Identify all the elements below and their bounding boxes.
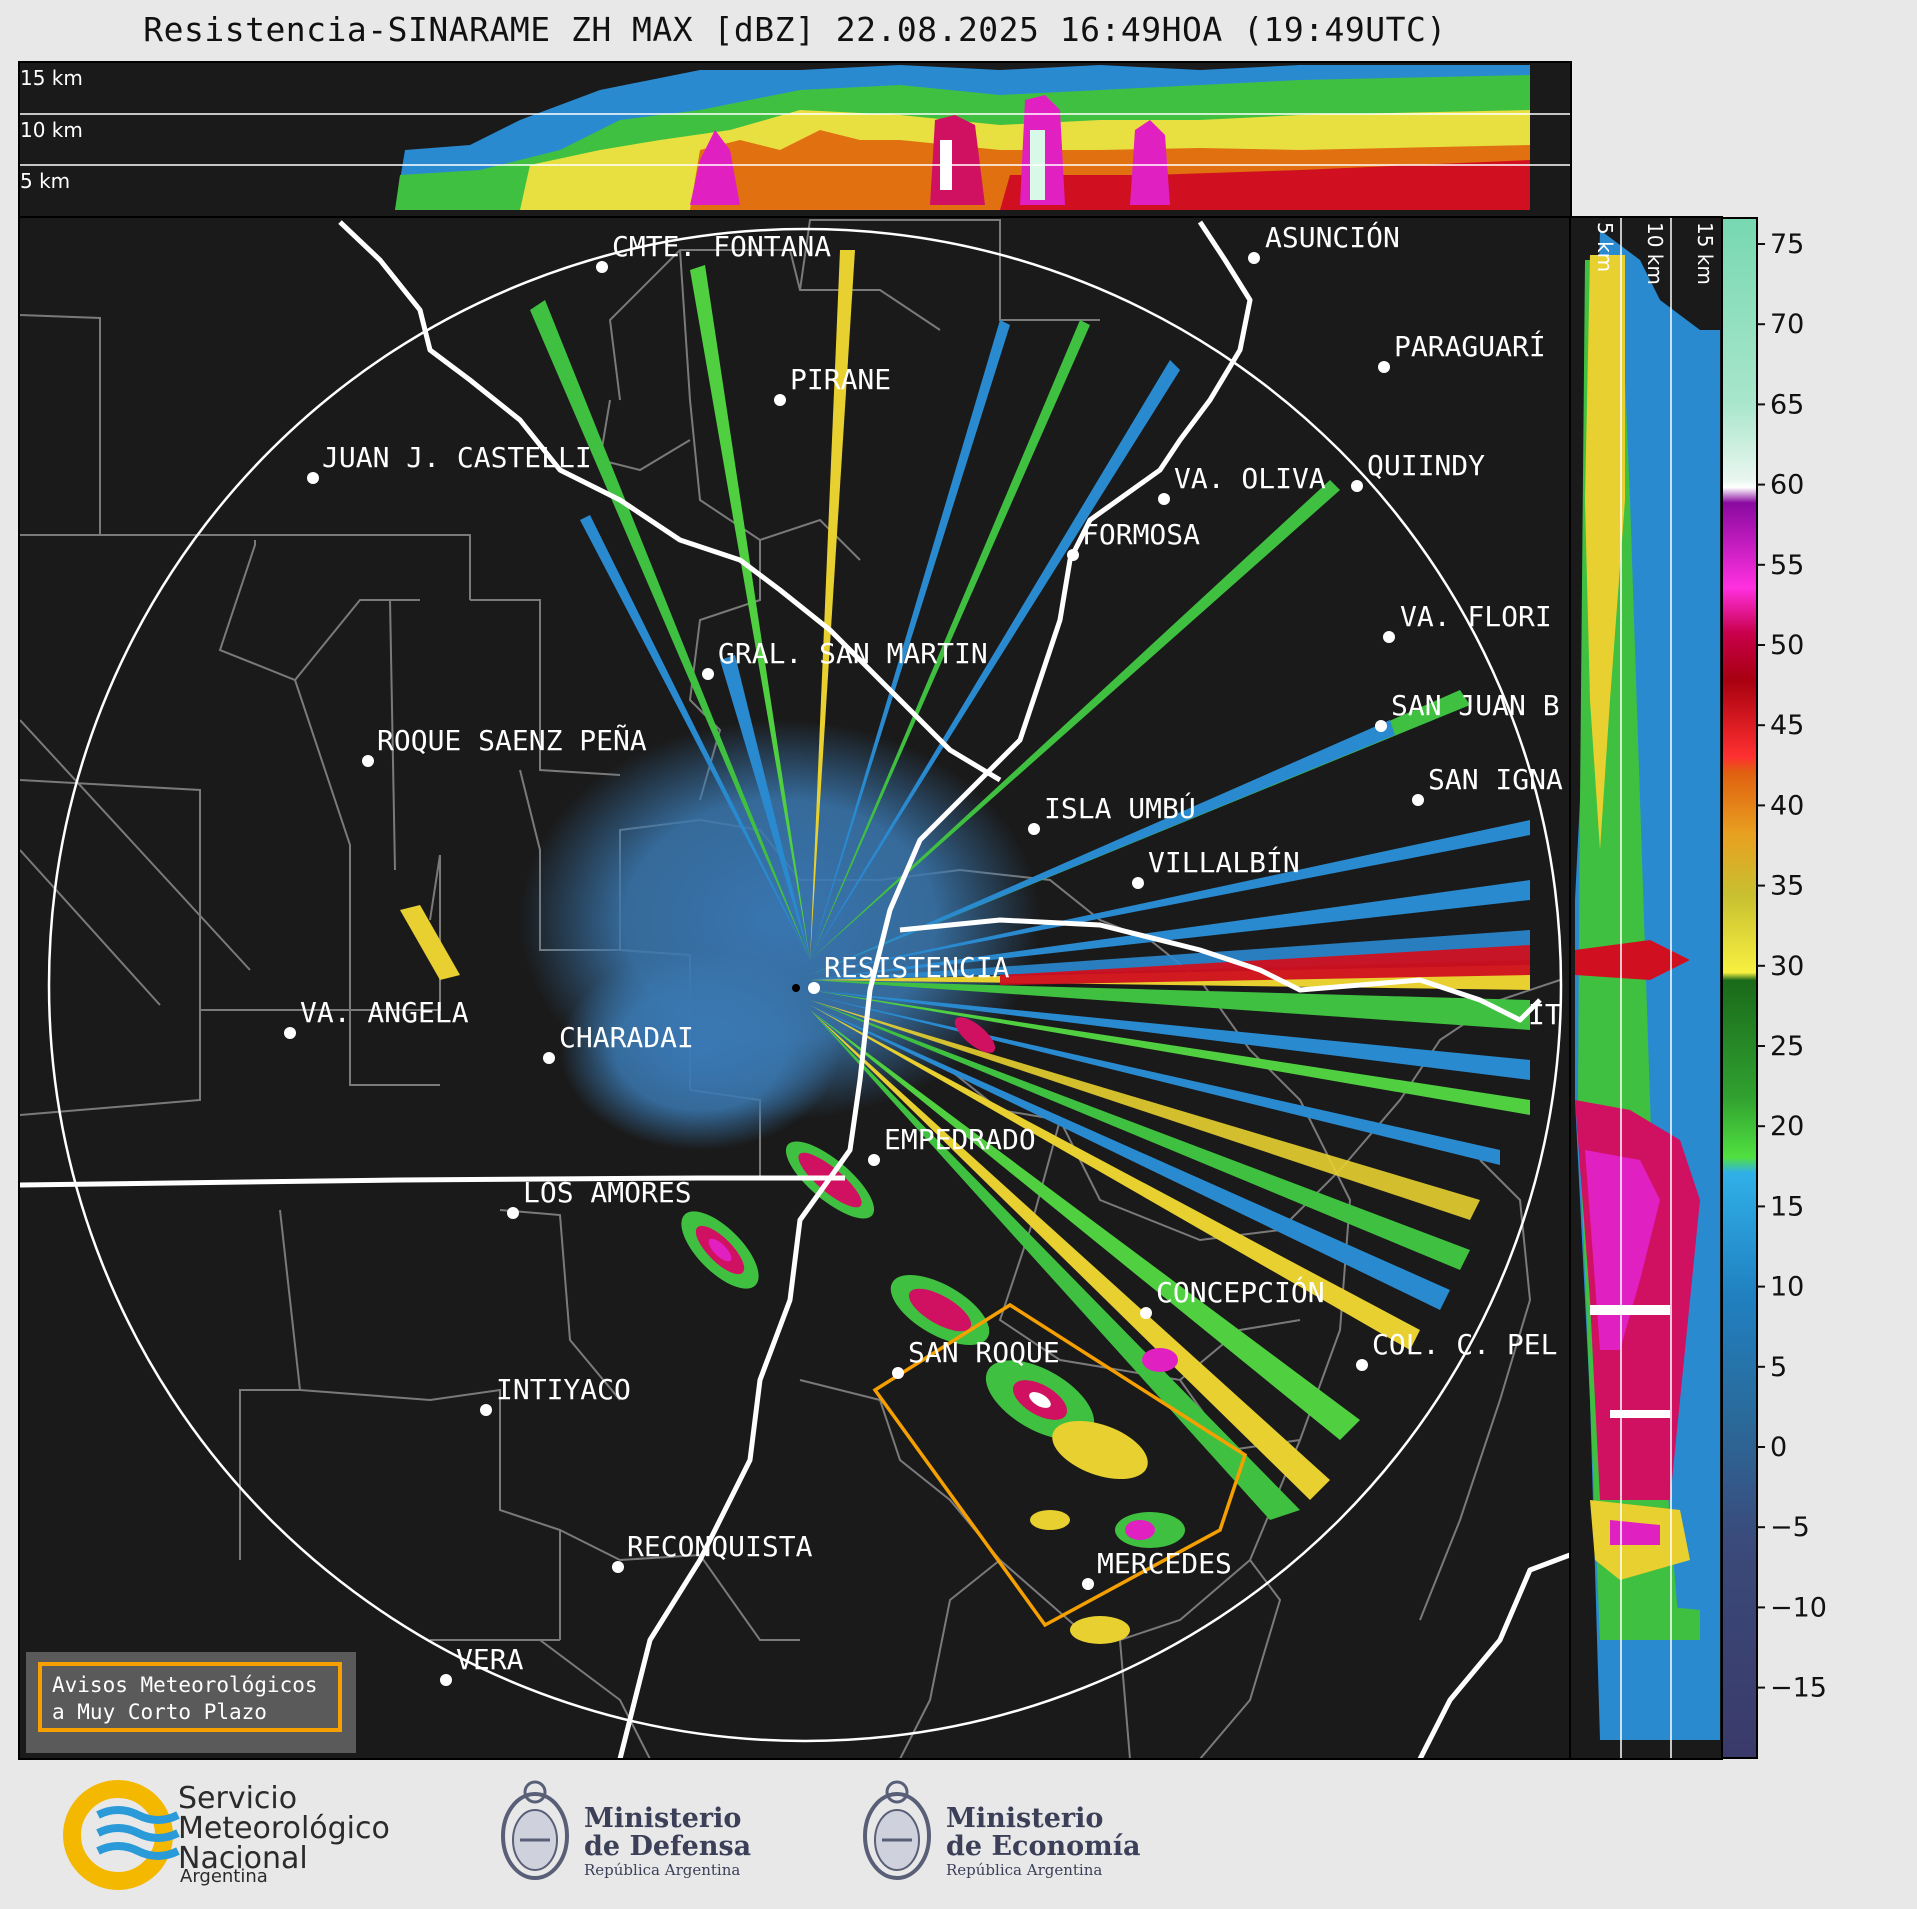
top-height-label-5: 5 km [20, 169, 70, 193]
city-label: INTIYACO [496, 1373, 631, 1406]
city-label: VILLALBÍN [1148, 845, 1300, 879]
smn-sub: Argentina [180, 1866, 268, 1887]
colorbar-tick-label: 55 [1770, 550, 1804, 581]
city-label: SAN JUAN B [1391, 689, 1560, 722]
warning-legend-line2: a Muy Corto Plazo [52, 1700, 267, 1724]
city-markers [284, 252, 1424, 1686]
city-label: SAN ROQUE [908, 1336, 1060, 1369]
colorbar-tick-label: 75 [1770, 229, 1804, 260]
radar-echo-rays [400, 250, 1530, 1520]
rivers [20, 220, 1570, 1758]
colorbar-tick-label: −15 [1770, 1673, 1827, 1704]
colorbar-tick-label: 5 [1770, 1352, 1787, 1383]
city-label: RECONQUISTA [627, 1530, 813, 1563]
smn-line1: Servicio [178, 1781, 298, 1816]
colorbar-tick-label: 10 [1770, 1272, 1804, 1303]
economia-logo-text: Ministerio de Economía República Argenti… [946, 1803, 1141, 1880]
defensa-line1: Ministerio [584, 1803, 742, 1834]
side-height-label-10: 10 km [1643, 222, 1667, 285]
warning-legend-line1: Avisos Meteorológicos [52, 1673, 318, 1697]
colorbar-tick-label: 60 [1770, 470, 1804, 501]
city-label: RESISTENCIA [824, 951, 1010, 984]
colorbar-tick-label: −10 [1770, 1592, 1827, 1623]
side-height-label-5: 5 km [1593, 222, 1617, 272]
economia-line1: Ministerio [946, 1803, 1104, 1834]
defensa-sub: República Argentina [584, 1861, 741, 1879]
colorbar-tick-label: 35 [1770, 871, 1804, 902]
smn-logo-text: Servicio Meteorológico Nacional [178, 1784, 390, 1874]
warning-polygon [872, 1302, 1248, 1628]
radar-map-panel: CMTE. FONTANA ASUNCIÓN PARAGUARÍ PIRANE … [18, 216, 1572, 1760]
side-height-label-15: 15 km [1693, 222, 1717, 285]
city-label: ISLA UMBÚ [1044, 791, 1196, 825]
city-label: GRAL. SAN MARTIN [718, 637, 988, 670]
city-label: VA. OLIVA [1174, 462, 1326, 495]
city-label: MERCEDES [1097, 1547, 1232, 1580]
city-label: COL. C. PEL [1372, 1328, 1557, 1361]
warning-legend-box: Avisos Meteorológicos a Muy Corto Plazo [38, 1662, 342, 1732]
top-height-label-10: 10 km [20, 118, 83, 142]
top-height-label-15: 15 km [20, 66, 83, 90]
city-label: CHARADAI [559, 1021, 694, 1054]
city-label: ROQUE SAENZ PEÑA [377, 723, 647, 757]
smn-line3: Nacional [178, 1841, 308, 1876]
city-label: VERA [456, 1643, 524, 1676]
defensa-line2: de Defensa [584, 1831, 752, 1862]
colorbar-tick-label: 0 [1770, 1432, 1787, 1463]
colorbar-tick-label: 65 [1770, 389, 1804, 420]
colorbar-tick-label: 40 [1770, 790, 1804, 821]
city-label: JUAN J. CASTELLI [322, 441, 592, 474]
city-label: QUIINDY [1367, 449, 1485, 482]
economia-sub: República Argentina [946, 1861, 1103, 1879]
economia-line2: de Economía [946, 1831, 1141, 1862]
city-label: SAN IGNA [1428, 763, 1563, 796]
city-label: CONCEPCIÓN [1156, 1275, 1325, 1309]
city-label: PARAGUARÍ [1394, 329, 1546, 363]
smn-line2: Meteorológico [178, 1811, 390, 1846]
defensa-logo-text: Ministerio de Defensa República Argentin… [584, 1803, 752, 1880]
colorbar-tick-label: 45 [1770, 710, 1804, 741]
city-label: EMPEDRADO [884, 1123, 1036, 1156]
colorbar-tick-label: 15 [1770, 1191, 1804, 1222]
city-label: CMTE. FONTANA [612, 230, 831, 263]
range-ring [47, 227, 1563, 1743]
city-label: PIRANE [790, 363, 891, 396]
colorbar-tick-label: 70 [1770, 309, 1804, 340]
city-label: VA. ANGELA [300, 996, 469, 1029]
storm-cells [681, 1017, 1185, 1644]
colorbar-tick-label: 50 [1770, 630, 1804, 661]
colorbar-tick-label: 20 [1770, 1111, 1804, 1142]
colorbar-tick-label: 25 [1770, 1031, 1804, 1062]
top-cross-section-panel: 15 km 10 km 5 km [18, 61, 1572, 218]
page-title: Resistencia-SINARAME ZH MAX [dBZ] 22.08.… [143, 10, 1447, 49]
city-label: VA. FLORI [1400, 600, 1552, 633]
side-cross-section-panel: 5 km 10 km 15 km [1569, 216, 1723, 1760]
colorbar-tick-label: 30 [1770, 951, 1804, 982]
city-label: ASUNCIÓN [1265, 220, 1400, 254]
city-label: IT [1528, 998, 1562, 1031]
city-label: FORMOSA [1082, 518, 1200, 551]
colorbar-tick-label: −5 [1770, 1512, 1810, 1543]
city-label: LOS AMORES [523, 1176, 692, 1209]
warning-legend-background [26, 1652, 356, 1753]
